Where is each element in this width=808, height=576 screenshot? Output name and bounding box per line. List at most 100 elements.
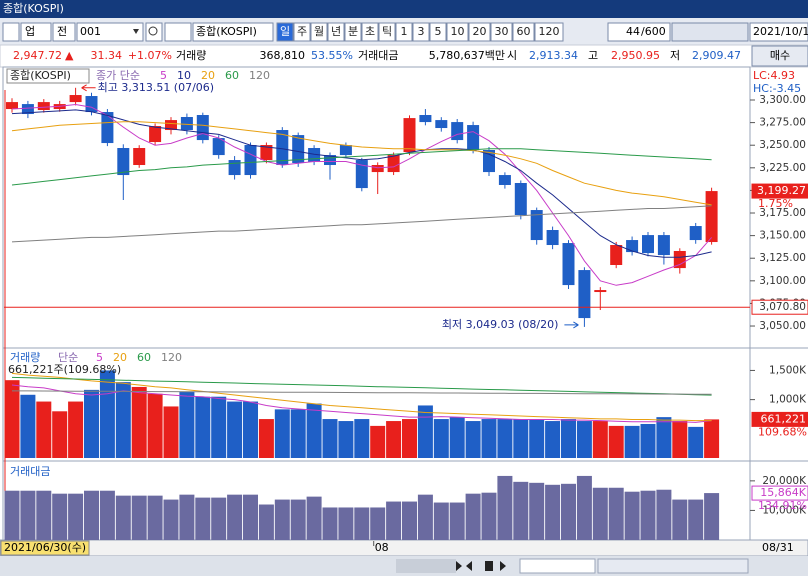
candle-body	[435, 120, 448, 129]
bar	[672, 421, 688, 458]
date-field[interactable]	[749, 22, 808, 42]
period-button[interactable]	[412, 22, 430, 42]
market: 업	[25, 25, 35, 38]
ma-line	[11, 148, 712, 186]
bar	[243, 494, 258, 540]
period-button[interactable]	[327, 22, 345, 42]
bar	[497, 419, 513, 458]
candle-body	[339, 145, 352, 156]
bar	[481, 419, 497, 458]
min-label: 최저 3,049.03 (08/20)	[442, 318, 559, 331]
period-button[interactable]	[276, 22, 294, 42]
period-button[interactable]	[512, 22, 535, 42]
bar	[338, 421, 354, 458]
legend-entry: 20	[201, 69, 215, 82]
icon-button[interactable]	[2, 22, 20, 42]
bar	[529, 419, 545, 458]
bar	[99, 370, 115, 458]
candle-body	[387, 155, 400, 173]
count-field[interactable]	[607, 22, 671, 42]
bar	[290, 499, 306, 540]
period-label: 30	[495, 25, 509, 38]
legend-entry: 5	[96, 351, 103, 364]
bar	[529, 482, 545, 540]
period-label: 틱	[382, 25, 392, 38]
title-box	[6, 68, 90, 84]
zoom-slider[interactable]	[519, 558, 596, 574]
bar	[52, 411, 68, 458]
candle-body	[324, 155, 336, 166]
min-arrow	[564, 321, 579, 329]
candle-body	[642, 235, 654, 254]
bar	[322, 507, 338, 540]
quote-low: 2,909.47	[692, 49, 741, 62]
period-button[interactable]	[395, 22, 413, 42]
quote-arrow: ▲	[65, 49, 74, 62]
period-button[interactable]	[429, 22, 447, 42]
amount-label: 거래대금	[358, 49, 398, 62]
candle-body	[594, 290, 607, 293]
period-label: 분	[348, 25, 358, 38]
period-button[interactable]	[490, 22, 513, 42]
search-button[interactable]	[145, 22, 163, 42]
code-input[interactable]	[76, 22, 144, 42]
last-pct: 134.91%	[758, 499, 807, 512]
bar	[211, 396, 227, 458]
sound-button[interactable]	[164, 22, 192, 42]
bar	[68, 493, 84, 540]
bar	[227, 401, 243, 458]
bar	[545, 421, 561, 458]
period-button[interactable]	[361, 22, 379, 42]
last-box	[751, 183, 808, 199]
candle-body	[626, 240, 639, 253]
bar	[481, 492, 497, 540]
buy-button[interactable]	[751, 45, 808, 67]
bar	[338, 507, 354, 540]
ma-line	[11, 205, 712, 243]
period-button[interactable]	[378, 22, 396, 42]
candle-body	[101, 112, 114, 144]
candle-body	[196, 115, 209, 141]
period-label: 10	[451, 25, 465, 38]
candle-body	[228, 160, 241, 176]
scroll-thumb[interactable]	[396, 559, 456, 573]
nav-buttons[interactable]	[456, 561, 506, 571]
period-label: 1	[401, 25, 408, 38]
bar	[465, 421, 481, 458]
bar	[131, 495, 147, 540]
period-button[interactable]	[446, 22, 469, 42]
bar	[274, 499, 290, 540]
legend-entry: 5	[160, 69, 167, 82]
date: 2021/10/1	[753, 25, 808, 38]
bar	[179, 391, 195, 458]
y-tick-label: 3,225.00	[759, 162, 806, 174]
legend-prefix: 종가 단순	[96, 69, 140, 82]
period-label: 5	[435, 25, 442, 38]
bar	[624, 491, 640, 540]
period-label: 60	[517, 25, 531, 38]
bottom-tools[interactable]	[597, 558, 749, 574]
candle-body	[403, 118, 416, 153]
period-button[interactable]	[344, 22, 362, 42]
tool-icons[interactable]	[671, 22, 749, 42]
x-tick-label: 2021/06/30(수)	[4, 541, 86, 554]
ma-line	[11, 376, 712, 396]
period-button[interactable]	[310, 22, 328, 42]
mode-button[interactable]	[52, 22, 76, 42]
y-tick-label: 3,125.00	[759, 252, 806, 264]
bar	[195, 497, 211, 540]
period-button[interactable]	[468, 22, 491, 42]
market-select[interactable]	[20, 22, 52, 42]
period-label: 일	[280, 24, 290, 38]
bar	[513, 481, 529, 540]
candle-body	[371, 165, 384, 173]
x-axis-strip	[0, 539, 808, 557]
panel-title: 거래량	[10, 351, 40, 364]
bar	[402, 419, 417, 458]
quote-volume: 368,810	[260, 49, 306, 62]
bar	[163, 406, 179, 458]
volume-label: 거래량	[176, 49, 206, 62]
panel-title: 종합(KOSPI)	[10, 69, 71, 82]
period-button[interactable]	[534, 22, 564, 42]
period-button[interactable]	[293, 22, 311, 42]
